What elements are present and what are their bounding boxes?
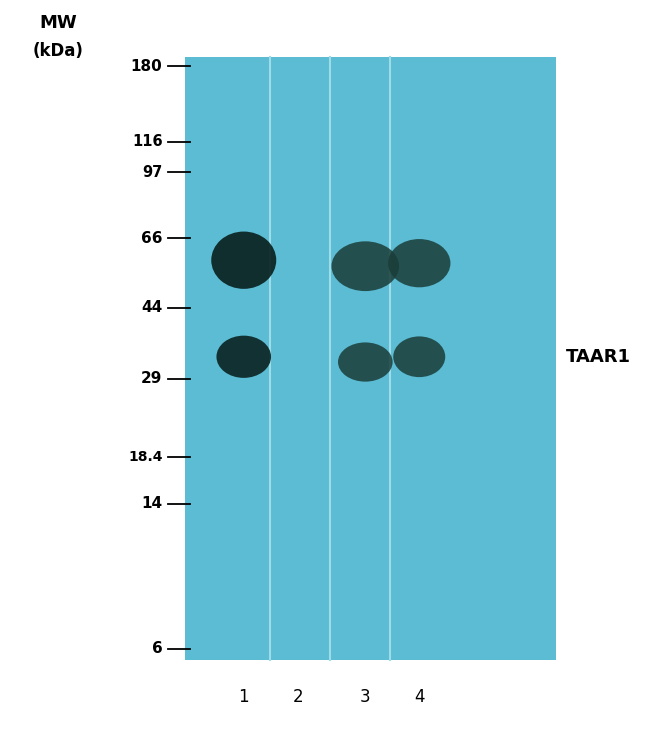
Text: MW: MW bbox=[40, 14, 77, 32]
Text: 4: 4 bbox=[414, 688, 424, 706]
Ellipse shape bbox=[338, 342, 393, 382]
Text: 97: 97 bbox=[142, 164, 162, 179]
Text: 44: 44 bbox=[141, 300, 162, 315]
Ellipse shape bbox=[216, 336, 271, 378]
Text: 3: 3 bbox=[360, 688, 370, 706]
Text: 180: 180 bbox=[131, 59, 162, 74]
Ellipse shape bbox=[393, 336, 445, 377]
Ellipse shape bbox=[211, 231, 276, 289]
Text: 66: 66 bbox=[141, 231, 162, 246]
Ellipse shape bbox=[332, 241, 399, 291]
Text: 18.4: 18.4 bbox=[128, 450, 162, 464]
Text: (kDa): (kDa) bbox=[33, 42, 84, 60]
Text: TAAR1: TAAR1 bbox=[566, 348, 630, 366]
Text: 116: 116 bbox=[132, 134, 162, 149]
Text: 1: 1 bbox=[239, 688, 249, 706]
Bar bbox=[185, 57, 556, 660]
Text: 14: 14 bbox=[142, 496, 162, 511]
Text: 29: 29 bbox=[141, 372, 162, 386]
Text: 6: 6 bbox=[151, 641, 162, 656]
Text: 2: 2 bbox=[292, 688, 303, 706]
Ellipse shape bbox=[388, 239, 450, 287]
